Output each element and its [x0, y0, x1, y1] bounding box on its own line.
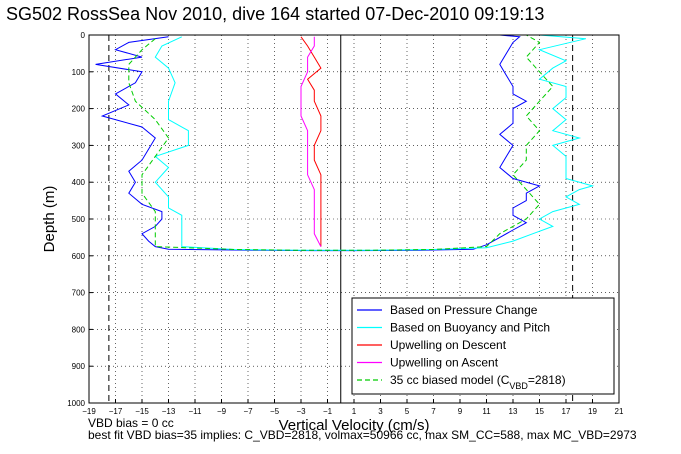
x-tick-label: 1 — [352, 407, 357, 416]
legend-label-0: Based on Pressure Change — [390, 303, 538, 317]
x-tick-label: 7 — [431, 407, 436, 416]
x-tick-label: 9 — [458, 407, 463, 416]
legend: Based on Pressure Change Based on Buoyanc… — [351, 297, 615, 395]
x-tick-label: −3 — [296, 407, 306, 416]
x-tick-label: −17 — [109, 407, 123, 416]
x-tick-label: 19 — [588, 407, 597, 416]
x-tick-label: −13 — [162, 407, 176, 416]
y-axis-label: Depth (m) — [41, 186, 58, 253]
x-tick-label: −5 — [270, 407, 280, 416]
reference-lines — [108, 35, 574, 403]
series-line-2 — [300, 36, 322, 247]
legend-label-1: Based on Buoyancy and Pitch — [390, 321, 550, 335]
footer-vbd-bias: VBD bias = 0 cc — [88, 416, 174, 430]
x-tick-label: −11 — [189, 407, 203, 416]
y-tick-label: 200 — [72, 105, 86, 114]
series-line-0 — [95, 34, 541, 252]
x-tick-label: 11 — [482, 407, 491, 416]
x-axis-label: Vertical Velocity (cm/s) — [279, 417, 430, 434]
y-tick-labels: 0 100 200 300 400 500 600 700 800 900 1000 — [67, 31, 93, 408]
chart-title: SG502 RossSea Nov 2010, dive 164 started… — [6, 4, 544, 24]
legend-label-2: Upwelling on Descent — [390, 338, 507, 352]
legend-label-3: Upwelling on Ascent — [390, 356, 499, 370]
x-tick-label: −9 — [217, 407, 227, 416]
legend-box — [351, 297, 615, 395]
x-tick-label: −7 — [243, 407, 253, 416]
y-tick-label: 500 — [72, 215, 86, 224]
y-tick-label: 800 — [72, 325, 86, 334]
series-line-4 — [128, 34, 554, 251]
x-tick-label: −19 — [82, 407, 96, 416]
x-tick-label: 13 — [509, 407, 518, 416]
y-tick-label: 300 — [72, 141, 86, 150]
y-tick-label: 0 — [81, 31, 86, 40]
y-tick-label: 600 — [72, 252, 86, 261]
y-tick-label: 700 — [72, 289, 86, 298]
x-tick-label: 3 — [378, 407, 383, 416]
x-tick-label: 17 — [562, 407, 571, 416]
y-tick-label: 900 — [72, 362, 86, 371]
x-tick-label: −1 — [323, 407, 333, 416]
x-tick-label: 5 — [405, 407, 410, 416]
series-line-3 — [300, 36, 322, 247]
y-tick-label: 400 — [72, 178, 86, 187]
footer-best-fit: best fit VBD bias=35 implies: C_VBD=2818… — [88, 428, 637, 442]
y-tick-label: 100 — [72, 68, 86, 77]
series-line-1 — [154, 34, 595, 251]
x-tick-label: 15 — [535, 407, 544, 416]
x-tick-label: 21 — [615, 407, 624, 416]
x-tick-labels: −19 −17 −15 −13 −11 −9 −7 −5 −3 −1 1 3 5 7 9 11 13 15 17 19… — [82, 399, 624, 416]
x-tick-label: −15 — [135, 407, 149, 416]
y-tick-label: 1000 — [67, 399, 85, 408]
series-lines — [95, 34, 595, 252]
